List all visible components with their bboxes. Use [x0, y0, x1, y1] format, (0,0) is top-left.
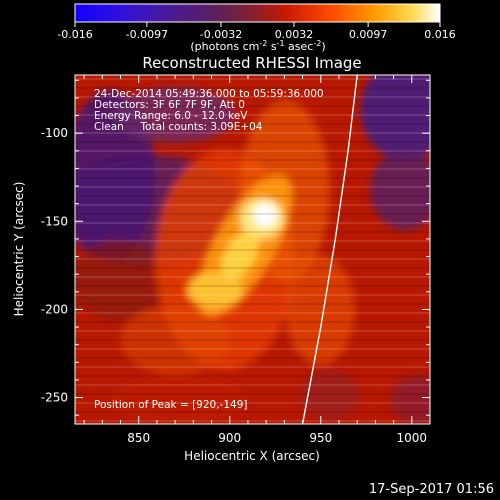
annotation-peak-position: Position of Peak = [920,-149]: [94, 399, 248, 411]
colorbar-unit-exp2: -1: [277, 39, 285, 48]
texture-band: [75, 231, 430, 233]
colorbar-tick-label: 0.016: [424, 28, 456, 41]
texture-band: [75, 285, 430, 287]
texture-band: [75, 348, 430, 350]
texture-band: [75, 177, 430, 179]
annotation-time-range: 24-Dec-2014 05:49:36.000 to 05:59:36.000: [94, 88, 324, 100]
texture-band: [75, 150, 430, 152]
texture-band: [75, 330, 430, 332]
annotation-total-counts: Clean Total counts: 3.09E+04: [94, 121, 263, 133]
colorbar-unit-part1: (photons cm: [190, 40, 259, 53]
texture-band: [75, 339, 430, 341]
colorbar-tick-label: 0.0032: [275, 28, 314, 41]
texture-band: [75, 366, 430, 368]
texture-band: [75, 258, 430, 260]
texture-band: [75, 420, 430, 422]
y-axis: -100 -150 -200 -250: [41, 79, 430, 416]
x-axis-label: Heliocentric X (arcsec): [184, 449, 320, 463]
colorbar-tick-label: 0.0097: [349, 28, 388, 41]
footer-date: 17-Sep-2017 01:56: [368, 482, 494, 497]
texture-band: [75, 240, 430, 242]
texture-band: [75, 357, 430, 359]
colorbar-tick-label: -0.0097: [126, 28, 168, 41]
texture-band: [75, 105, 430, 107]
colorbar-unit-part3: asec: [285, 40, 314, 53]
texture-band: [75, 168, 430, 170]
texture-band: [75, 213, 430, 215]
x-tick-label: 1000: [397, 431, 428, 445]
y-tick-label: -250: [41, 391, 68, 405]
x-tick-label: 950: [309, 431, 332, 445]
x-tick-label: 900: [218, 431, 241, 445]
chart-title: Reconstructed RHESSI Image: [142, 54, 361, 72]
annotation-detectors: Detectors: 3F 6F 7F 9F, Att 0: [94, 99, 245, 111]
x-axis: 850 900 950 1000: [83, 75, 431, 445]
texture-band: [75, 294, 430, 296]
colorbar-bar: [74, 3, 441, 23]
colorbar-unit-label: (photons cm-2 s-1 asec-2): [190, 39, 325, 53]
y-axis-label: Heliocentric Y (arcsec): [12, 182, 26, 317]
x-tick-label: 850: [127, 431, 150, 445]
texture-band: [75, 132, 430, 134]
texture-band: [75, 78, 430, 80]
colorbar-unit-exp1: -2: [259, 39, 267, 48]
texture-band: [75, 393, 430, 395]
solar-limb-curve: [301, 75, 358, 424]
texture-band: [75, 312, 430, 314]
annotation-energy-range: Energy Range: 6.0 - 12.0 keV: [94, 110, 248, 122]
colorbar-unit-exp3: -2: [313, 39, 321, 48]
texture-band: [75, 303, 430, 305]
texture-band: [75, 321, 430, 323]
texture-band: [75, 384, 430, 386]
texture-band: [75, 267, 430, 269]
texture-band: [75, 375, 430, 377]
texture-band: [75, 195, 430, 197]
colorbar-tick-label: -0.016: [57, 28, 92, 41]
texture-band: [75, 411, 430, 413]
texture-band: [75, 204, 430, 206]
y-tick-label: -150: [41, 214, 68, 228]
texture-band: [75, 222, 430, 224]
colorbar-tick-label: -0.0032: [200, 28, 242, 41]
heatmap-image: [75, 75, 430, 424]
texture-band: [75, 114, 430, 116]
texture-band: [75, 141, 430, 143]
texture-band: [75, 159, 430, 161]
y-tick-label: -100: [41, 126, 68, 140]
texture-band: [75, 96, 430, 98]
texture-band: [75, 87, 430, 89]
colorbar-unit-part4: ): [321, 40, 325, 53]
colorbar-ticks: -0.016 -0.0097 -0.0032 0.0032 0.0097 0.016: [57, 22, 456, 41]
texture-band: [75, 402, 430, 404]
y-tick-label: -200: [41, 302, 68, 316]
texture-band: [75, 276, 430, 278]
colorbar-unit-part2: s: [267, 40, 276, 53]
texture-band: [75, 123, 430, 125]
texture-band: [75, 186, 430, 188]
texture-band: [75, 249, 430, 251]
plot-frame: [74, 74, 431, 425]
